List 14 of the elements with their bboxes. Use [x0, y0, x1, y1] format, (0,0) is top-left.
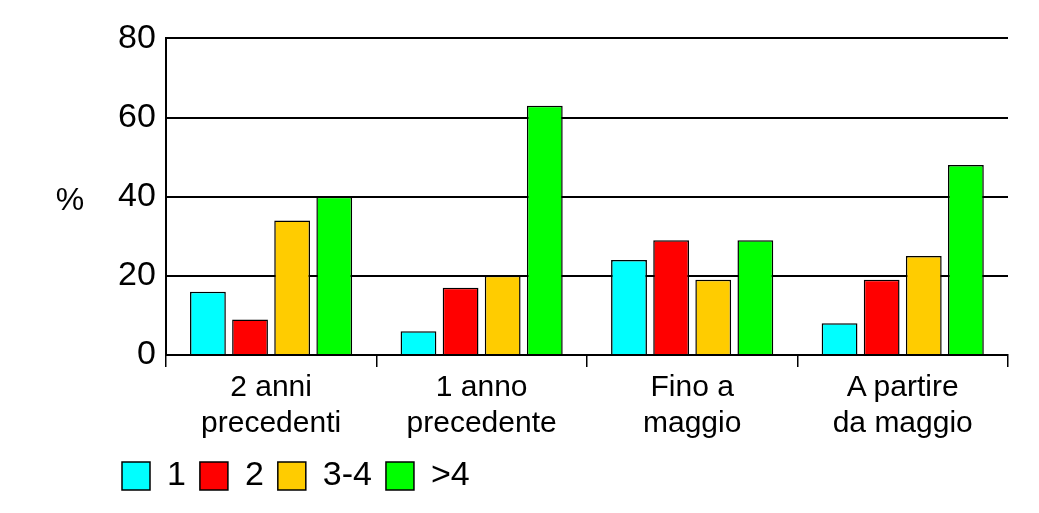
x-tick-label: 1 anno precedente [406, 369, 557, 439]
y-tick-label: 60 [117, 95, 156, 134]
y-axis-title: % [55, 180, 85, 217]
x-tick-label: A partire da maggio [832, 369, 973, 439]
legend-label: 1 [167, 454, 186, 493]
legend-label: 2 [244, 454, 264, 493]
y-tick-label: 80 [117, 16, 156, 55]
y-tick-label: 0 [136, 333, 156, 372]
x-tick-label: 2 anni precedenti [201, 369, 342, 439]
y-tick-label: 20 [117, 254, 156, 293]
x-tick-label: Fino a maggio [642, 369, 742, 439]
y-tick-label: 40 [117, 175, 156, 214]
legend-label: >4 [430, 454, 470, 493]
legend-label: 3-4 [322, 454, 372, 493]
